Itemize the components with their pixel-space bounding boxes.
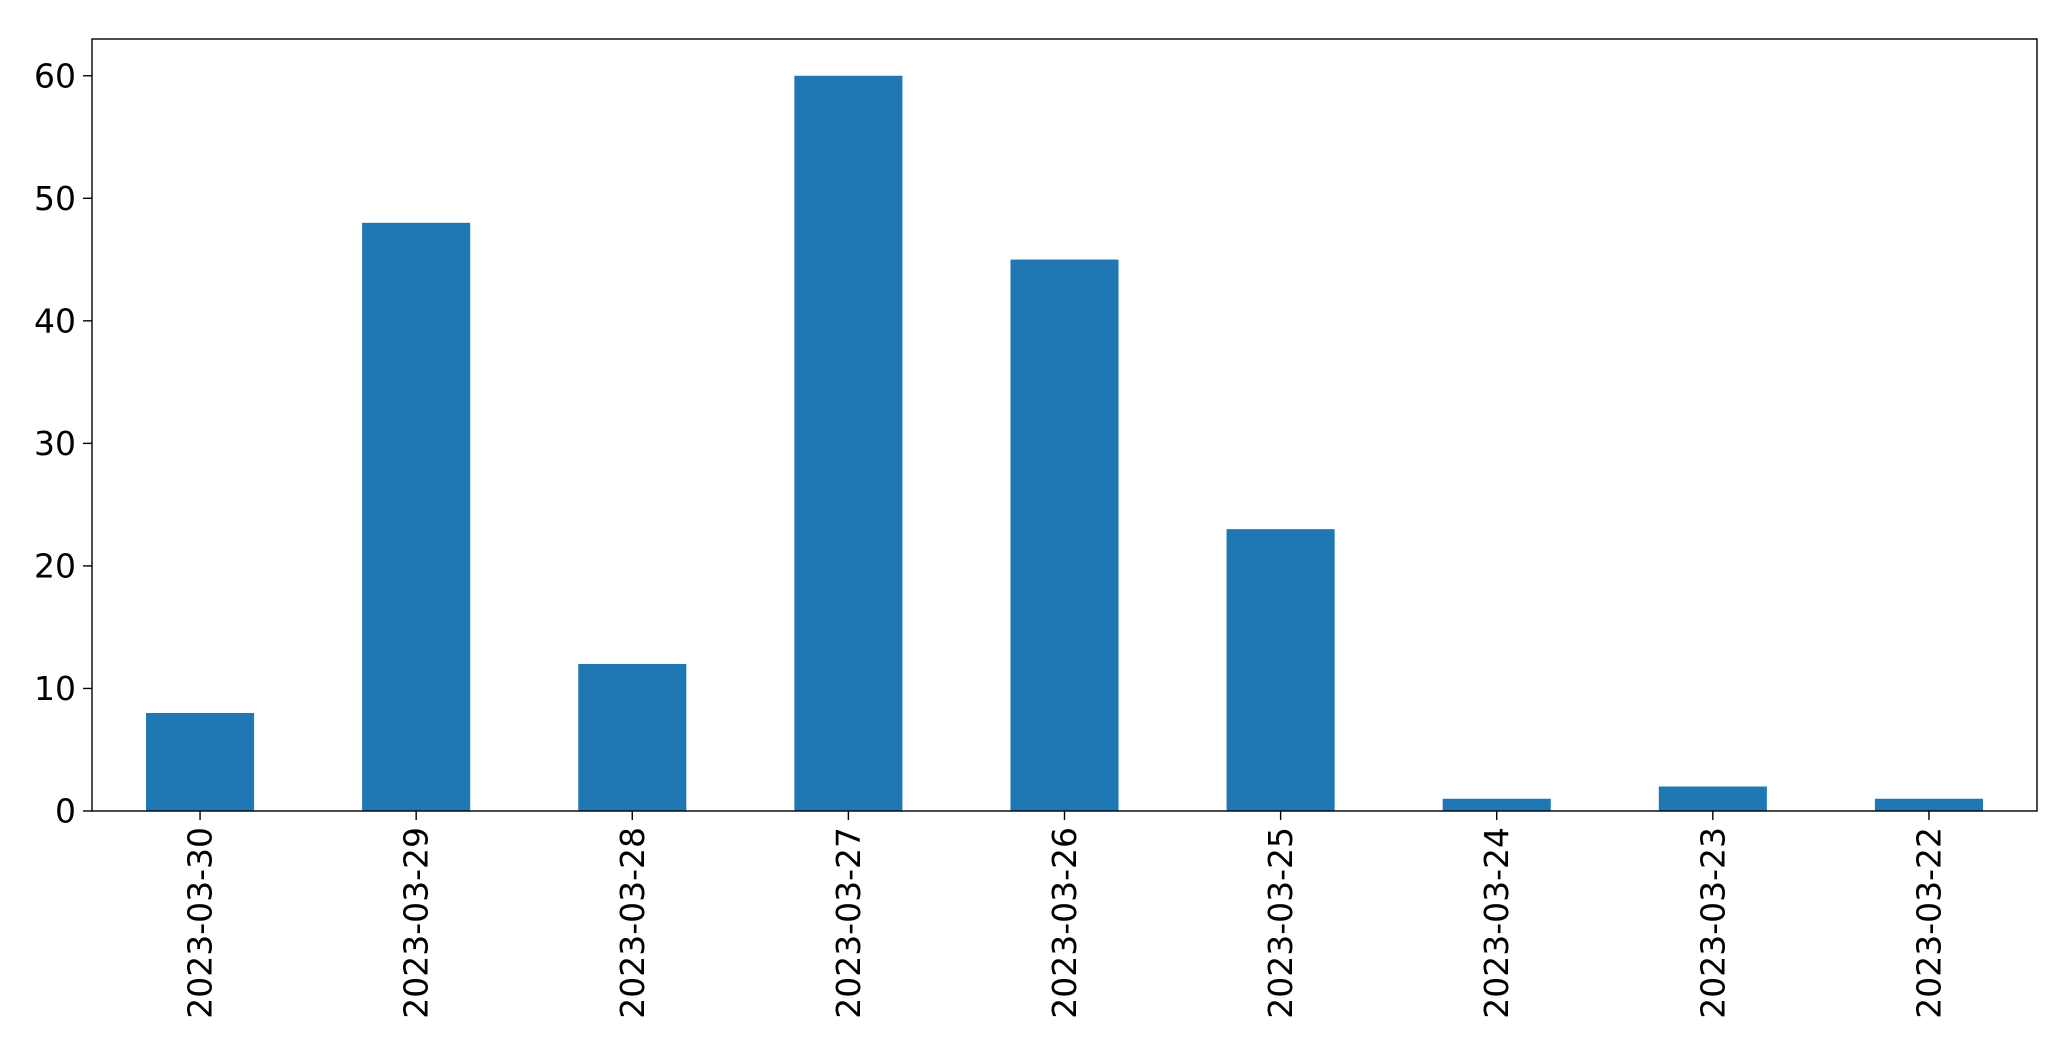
- y-tick-label: 20: [34, 546, 76, 585]
- y-tick-label: 40: [34, 301, 76, 340]
- y-tick-label: 10: [34, 669, 76, 708]
- y-tick-label: 0: [55, 792, 76, 831]
- y-tick-label: 30: [34, 424, 76, 463]
- x-tick-label: 2023-03-22: [1909, 827, 1948, 1019]
- bar-2023-03-29: [362, 222, 471, 811]
- bar-2023-03-27: [794, 75, 903, 811]
- bar-2023-03-23: [1658, 786, 1767, 811]
- y-tick-label: 50: [34, 179, 76, 218]
- bar-2023-03-25: [1226, 529, 1335, 811]
- x-tick-label: 2023-03-29: [397, 827, 436, 1019]
- x-axis-ticks: 2023-03-30 2023-03-29 2023-03-28 2023-03-27…: [181, 811, 1948, 1019]
- x-tick-label: 2023-03-30: [181, 827, 220, 1019]
- bar-2023-03-28: [578, 663, 687, 811]
- y-tick-label: 60: [34, 56, 76, 95]
- bar-2023-03-22: [1874, 798, 1983, 811]
- x-tick-label: 2023-03-25: [1261, 827, 1300, 1019]
- y-axis-ticks: 0 10 20 30 40 50 60: [34, 56, 92, 831]
- bar-2023-03-30: [146, 712, 255, 811]
- x-tick-label: 2023-03-23: [1693, 827, 1732, 1019]
- bars-layer: [146, 75, 1983, 811]
- bar-2023-03-26: [1010, 259, 1119, 811]
- x-tick-label: 2023-03-24: [1477, 827, 1516, 1019]
- x-tick-label: 2023-03-27: [829, 827, 868, 1019]
- x-tick-label: 2023-03-26: [1045, 827, 1084, 1019]
- bar-2023-03-24: [1442, 798, 1551, 811]
- x-tick-label: 2023-03-28: [613, 827, 652, 1019]
